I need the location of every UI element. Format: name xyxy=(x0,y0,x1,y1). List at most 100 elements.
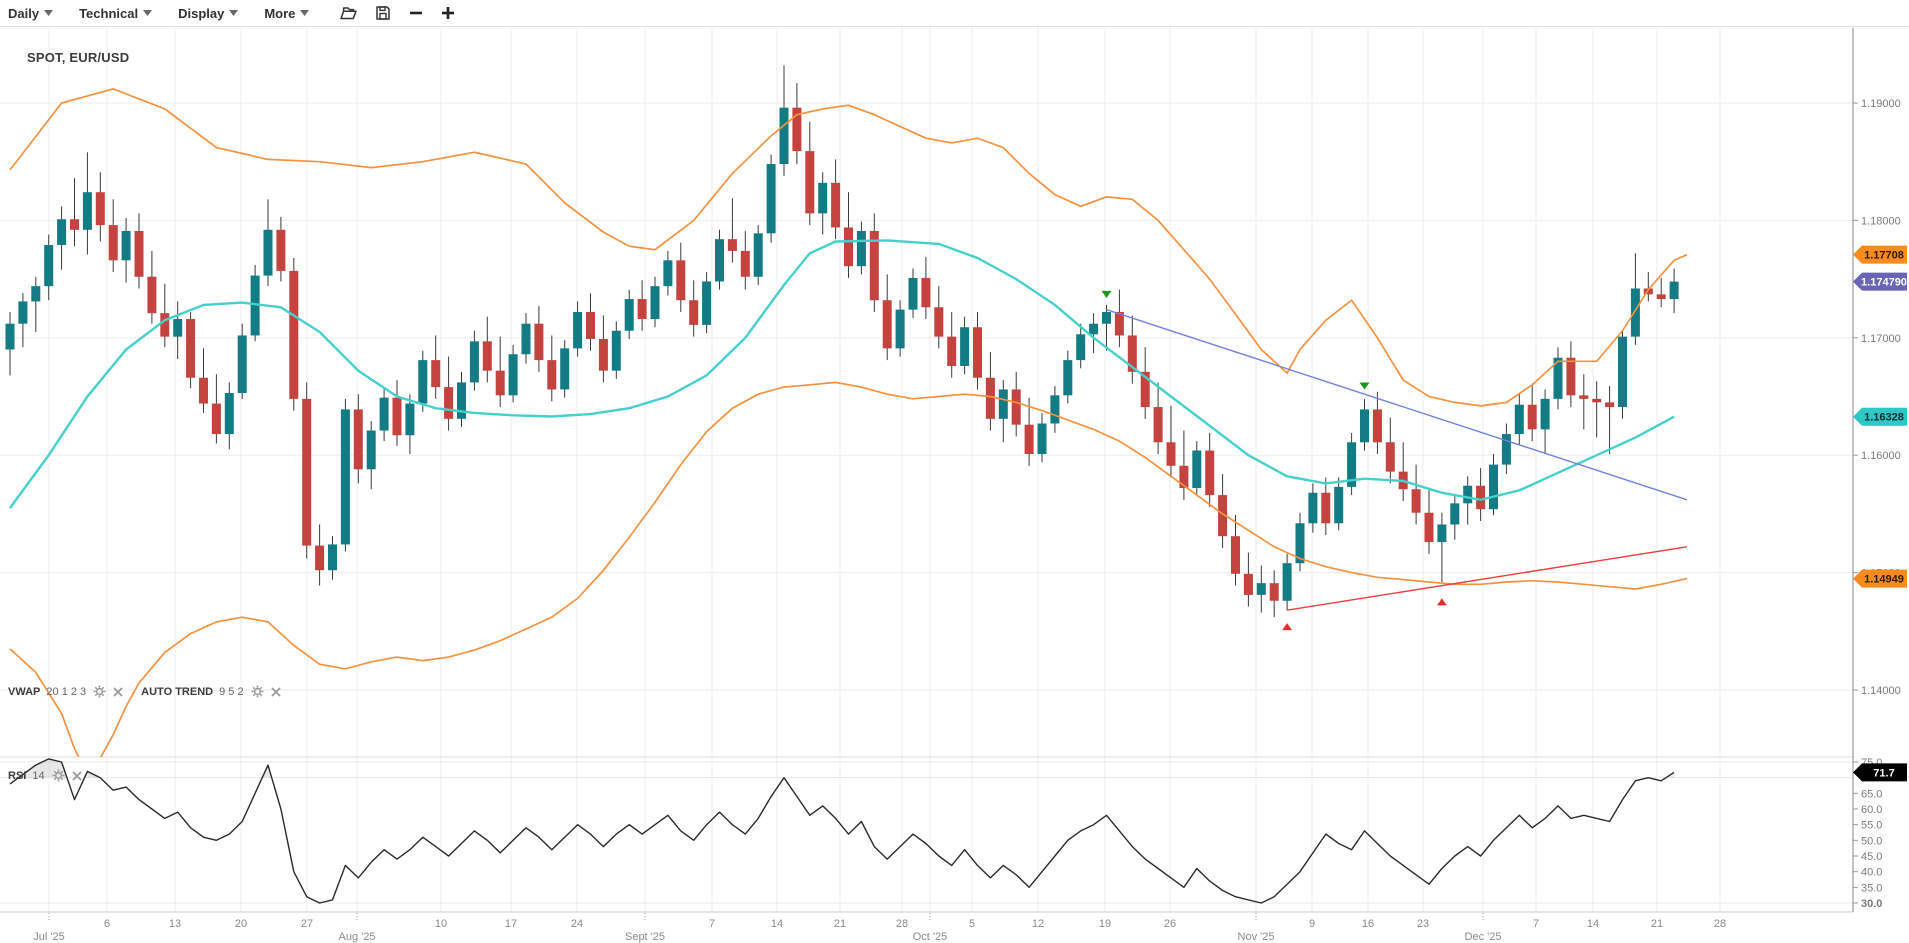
rsi-tick-label: 45.0 xyxy=(1861,851,1882,863)
rsi-params: 14 xyxy=(32,769,45,782)
zoom-out-icon[interactable] xyxy=(408,5,424,21)
axis-badge xyxy=(1853,763,1907,782)
vwap-indicator-legend: VWAP 20 1 2 3 AUTO TREND 9 5 2 xyxy=(8,685,281,698)
chart-title: SPOT, EUR/USD xyxy=(27,50,130,65)
price-tick-label: 1.17000 xyxy=(1861,333,1901,345)
toolbar: Daily Technical Display More xyxy=(0,0,1909,27)
grid-layer xyxy=(0,28,1853,913)
week-label: 28 xyxy=(896,918,908,930)
week-label: 19 xyxy=(1099,918,1111,930)
axis-badge xyxy=(1853,407,1907,426)
vwap-mid-line xyxy=(9,239,1675,509)
month-label: Nov '25 xyxy=(1238,931,1275,943)
month-label: Aug '25 xyxy=(339,931,376,943)
vwap-lower-band xyxy=(9,381,1688,757)
week-label: 6 xyxy=(104,918,110,930)
buy-signal-icon xyxy=(1436,598,1447,606)
save-icon[interactable] xyxy=(374,4,392,22)
rsi-tick-label: 55.0 xyxy=(1861,820,1882,832)
menu-more[interactable]: More xyxy=(264,5,310,21)
menu-display[interactable]: Display xyxy=(178,5,239,21)
price-tick-label: 1.18000 xyxy=(1861,215,1901,227)
rsi-tick-label: 50.0 xyxy=(1861,835,1882,847)
auto-trend-lines xyxy=(1106,308,1688,611)
svg-text:1.174790: 1.174790 xyxy=(1861,277,1907,289)
chevron-down-icon xyxy=(300,10,310,16)
month-label: Jul '25 xyxy=(33,931,64,943)
rsi-tick-label: 35.0 xyxy=(1861,882,1882,894)
menu-technical-label: Technical xyxy=(79,5,139,21)
axis-badge xyxy=(1853,272,1907,291)
month-label: Dec '25 xyxy=(1465,931,1502,943)
week-label: 17 xyxy=(505,918,517,930)
week-label: 16 xyxy=(1362,918,1374,930)
vwap-remove-icon[interactable] xyxy=(113,686,123,697)
rsi-settings-icon[interactable] xyxy=(52,769,65,782)
buy-signal-icon xyxy=(1282,623,1293,631)
month-label: Sept '25 xyxy=(625,931,665,943)
price-axis: 1.190001.180001.170001.160001.150001.140… xyxy=(1852,28,1901,912)
week-label: 20 xyxy=(235,918,247,930)
autotrend-remove-icon[interactable] xyxy=(270,686,281,697)
axis-badge xyxy=(1853,569,1907,588)
week-label: 24 xyxy=(571,918,583,930)
candles-layer xyxy=(5,65,1679,618)
vwap-settings-icon[interactable] xyxy=(93,685,106,698)
rsi-indicator-legend: RSI 14 xyxy=(8,769,82,782)
vwap-upper-band xyxy=(9,88,1688,407)
menu-daily-label: Daily xyxy=(8,5,40,21)
week-label: 14 xyxy=(1587,918,1599,930)
chevron-down-icon xyxy=(229,10,239,16)
menu-daily[interactable]: Daily xyxy=(8,5,54,21)
autotrend-label: AUTO TREND xyxy=(141,685,214,698)
week-label: 7 xyxy=(709,918,715,930)
price-tick-label: 1.14000 xyxy=(1861,685,1901,697)
x-axis: 6 13 20 27 10 17 24 7 14 21 28 5 12 19 26 9 16 23 7 14 21 28 J… xyxy=(33,913,1726,943)
rsi-tick-label: 30.0 xyxy=(1861,898,1882,910)
svg-text:71.7: 71.7 xyxy=(1873,767,1894,779)
week-label: 9 xyxy=(1309,918,1315,930)
month-label: Oct '25 xyxy=(913,931,948,943)
menu-display-label: Display xyxy=(178,5,225,21)
zoom-in-icon[interactable] xyxy=(440,5,456,21)
chevron-down-icon xyxy=(143,10,153,16)
menu-technical[interactable]: Technical xyxy=(79,5,153,21)
week-label: 7 xyxy=(1533,918,1539,930)
price-badges: 1.17708 1.174790 1.16328 1.14949 71.7 xyxy=(1853,245,1907,782)
vwap-label: VWAP xyxy=(8,685,41,698)
week-label: 28 xyxy=(1714,918,1726,930)
week-label: 13 xyxy=(169,918,181,930)
rsi-line xyxy=(9,758,1675,904)
rsi-tick-label: 65.0 xyxy=(1861,788,1882,800)
autotrend-settings-icon[interactable] xyxy=(251,685,264,698)
sell-signal-icon xyxy=(1101,290,1112,298)
trend-line-support xyxy=(1286,546,1688,611)
week-label: 21 xyxy=(1651,918,1663,930)
week-label: 14 xyxy=(771,918,783,930)
signal-markers xyxy=(1101,290,1447,631)
open-folder-icon[interactable] xyxy=(339,4,358,22)
axis-badge xyxy=(1853,245,1907,264)
svg-text:1.16328: 1.16328 xyxy=(1864,412,1904,424)
week-label: 27 xyxy=(301,918,313,930)
price-tick-label: 1.16000 xyxy=(1861,450,1901,462)
vwap-params: 20 1 2 3 xyxy=(46,685,87,698)
menu-more-label: More xyxy=(264,5,296,21)
rsi-overbought-fill xyxy=(262,765,272,778)
week-label: 23 xyxy=(1417,918,1429,930)
rsi-remove-icon[interactable] xyxy=(71,770,82,781)
price-tick-label: 1.19000 xyxy=(1861,98,1901,110)
week-label: 21 xyxy=(834,918,846,930)
trend-line-resistance xyxy=(1106,308,1688,501)
week-label: 10 xyxy=(435,918,447,930)
rsi-tick-label: 40.0 xyxy=(1861,867,1882,879)
rsi-pane xyxy=(9,758,1675,904)
svg-text:1.17708: 1.17708 xyxy=(1864,250,1904,262)
rsi-tick-label: 60.0 xyxy=(1861,804,1882,816)
sell-signal-icon xyxy=(1359,382,1370,390)
chevron-down-icon xyxy=(44,10,54,16)
svg-text:1.14949: 1.14949 xyxy=(1864,574,1904,586)
week-label: 5 xyxy=(969,918,975,930)
vwap-overlay xyxy=(9,88,1688,757)
